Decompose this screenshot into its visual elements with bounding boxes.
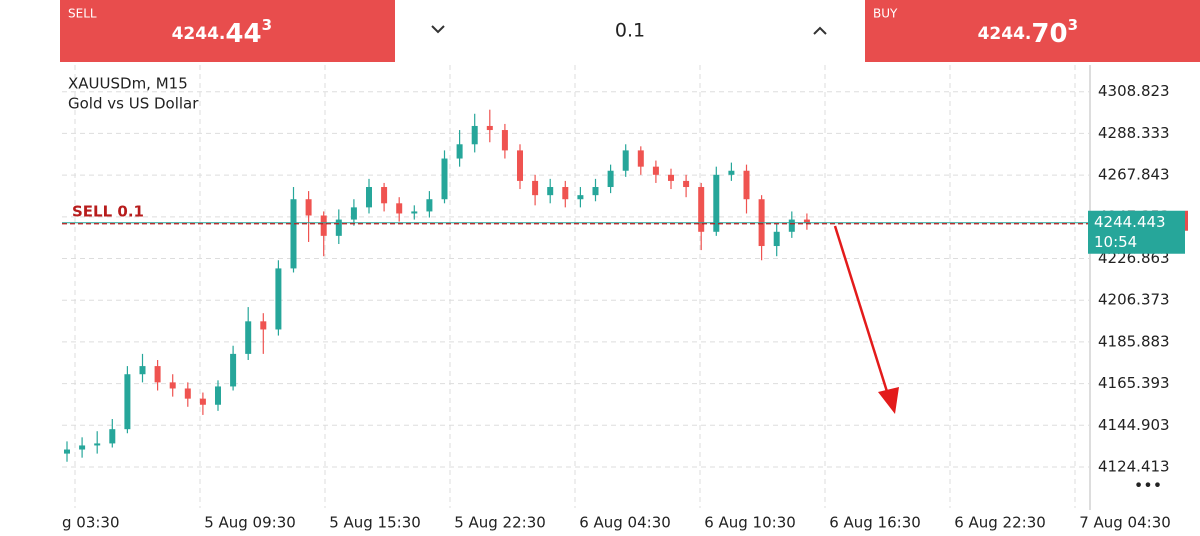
- buy-price: 4244.703: [978, 16, 1078, 49]
- candle-body: [637, 150, 644, 167]
- x-tick-label: 5 Aug 15:30: [329, 514, 421, 532]
- candle-body: [320, 215, 327, 236]
- order-label: SELL 0.1: [72, 202, 144, 220]
- y-tick-label: 4288.333: [1098, 124, 1170, 142]
- sell-price: 4244.443: [172, 16, 272, 49]
- candle-body: [577, 195, 584, 200]
- y-tick-label: 4308.823: [1098, 82, 1170, 100]
- arrow-shaft: [833, 225, 891, 399]
- candle-body: [683, 180, 690, 188]
- candle-body: [471, 125, 478, 145]
- lot-size[interactable]: 0.1: [615, 20, 645, 42]
- candle-body: [728, 170, 735, 175]
- x-tick-label: 5 Aug 22:30: [454, 514, 546, 532]
- candle-body: [622, 150, 629, 171]
- x-tick-label: 6 Aug 04:30: [579, 514, 671, 532]
- x-tick-label: 6 Aug 22:30: [954, 514, 1046, 532]
- candle-body: [381, 187, 388, 204]
- price-sup: 3: [1068, 16, 1078, 34]
- candle-body: [547, 187, 554, 196]
- symbol: XAUUSDm, M15: [68, 75, 188, 93]
- candle-body: [501, 130, 508, 151]
- candle-body: [64, 449, 70, 454]
- x-tick-label: g 03:30: [62, 514, 120, 532]
- y-tick-label: 4165.393: [1098, 374, 1170, 392]
- x-tick-label: 7 Aug 04:30: [1079, 514, 1171, 532]
- candle-body: [199, 398, 206, 405]
- candle-body: [350, 207, 357, 220]
- y-tick-label: 4267.843: [1098, 166, 1170, 184]
- candle-body: [396, 203, 403, 214]
- candle-body: [124, 374, 131, 430]
- x-tick-label: 6 Aug 16:30: [829, 514, 921, 532]
- candle-body: [713, 174, 720, 232]
- sell-button[interactable]: [60, 0, 395, 62]
- arrow-head: [878, 387, 899, 414]
- y-tick-label: 4185.883: [1098, 332, 1170, 350]
- price-big: 70: [1031, 19, 1067, 49]
- candle-body: [698, 187, 705, 232]
- candle-body: [230, 353, 237, 387]
- candle-body: [79, 445, 86, 450]
- y-tick-label: 4206.373: [1098, 291, 1170, 309]
- price-sup: 3: [262, 16, 272, 34]
- candle-timer: 10:54: [1094, 233, 1137, 251]
- candle-body: [426, 199, 433, 212]
- buy-button[interactable]: [865, 0, 1200, 62]
- description: Gold vs US Dollar: [68, 95, 199, 113]
- candle-body: [154, 366, 161, 383]
- candle-body: [532, 180, 539, 196]
- candle-body: [562, 187, 569, 200]
- current-price-box: [1088, 210, 1185, 254]
- increase-lot[interactable]: [813, 26, 827, 35]
- current-price: 4244.443: [1094, 213, 1166, 231]
- price-big: 44: [225, 19, 261, 49]
- candle-body: [184, 388, 191, 399]
- candle-body: [335, 219, 342, 236]
- candle-body: [788, 219, 795, 232]
- candle-body: [652, 166, 659, 175]
- candle-body: [366, 187, 372, 208]
- buy-label: BUY: [873, 7, 898, 21]
- chart[interactable]: g 03:30 5 Aug 09:30 5 Aug 15:30 5 Aug 22:30…: [62, 65, 1188, 532]
- candle-body: [803, 219, 810, 223]
- candle-body: [169, 382, 176, 389]
- candle-body: [668, 174, 674, 181]
- candle-body: [456, 144, 463, 159]
- candle-body: [139, 366, 146, 375]
- price-int: 4244.: [172, 24, 226, 44]
- candle-body: [305, 199, 312, 216]
- candle-body: [486, 125, 493, 131]
- candle-body: [517, 150, 523, 181]
- candle-body: [441, 158, 448, 200]
- candle-body: [245, 321, 252, 354]
- candle-body: [109, 429, 116, 444]
- candle-body: [411, 211, 418, 214]
- spread-marker: [1185, 210, 1188, 231]
- candle-body: [592, 187, 599, 196]
- candle-body: [215, 386, 221, 405]
- candle-body: [275, 268, 282, 330]
- y-tick-label: 4124.413: [1098, 458, 1170, 476]
- candle-body: [290, 199, 297, 269]
- lot-panel: [395, 0, 865, 62]
- decrease-lot[interactable]: [431, 25, 445, 34]
- candle-body: [94, 443, 101, 446]
- more-menu[interactable]: •••: [1134, 476, 1162, 495]
- x-tick-label: 5 Aug 09:30: [204, 514, 296, 532]
- price-int: 4244.: [978, 24, 1032, 44]
- candle-body: [773, 231, 780, 247]
- y-tick-label: 4144.903: [1098, 416, 1170, 434]
- x-tick-label: 6 Aug 10:30: [704, 514, 796, 532]
- candle-body: [607, 170, 614, 188]
- candle-body: [743, 170, 750, 200]
- sell-label: SELL: [68, 7, 97, 21]
- candle-body: [260, 321, 267, 330]
